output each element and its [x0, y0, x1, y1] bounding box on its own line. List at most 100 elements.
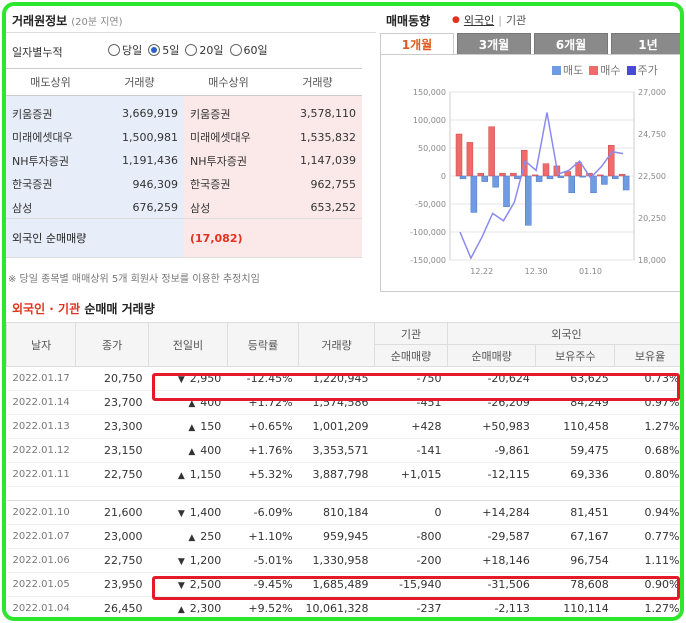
x-tick-label: 12.22 [470, 267, 493, 276]
buy-bar [618, 174, 626, 177]
col-foreign-group: 외국인 [446, 322, 680, 345]
broker-volume: 962,755 [310, 177, 357, 191]
up-triangle-icon: ▲ [177, 471, 185, 481]
cell-date: 2022.01.07 [6, 524, 76, 549]
cell-ratio: 1.27% [614, 596, 680, 617]
period-radio-1[interactable]: 5일 [148, 42, 179, 58]
cell-hold: 110,458 [535, 414, 615, 439]
broker-name: 키움증권 [12, 107, 53, 121]
buy-bar [499, 172, 506, 177]
cell-inst-net: -200 [374, 548, 448, 573]
foreign-net-value: (17,082) [184, 219, 362, 257]
col-rate: 등락률 [226, 322, 300, 367]
down-triangle-icon: ▼ [177, 581, 185, 591]
header-buy-volume: 거래량 [302, 76, 333, 89]
radio-icon[interactable] [108, 44, 120, 56]
cell-ratio: 0.80% [614, 462, 680, 487]
sell-bar [568, 175, 575, 194]
y2-tick-label: 18,000 [638, 256, 666, 265]
y-tick-label: 150,000 [413, 88, 446, 97]
cell-hold: 67,167 [535, 524, 615, 549]
broker-name: NH투자증권 [190, 154, 247, 168]
buy-bar [510, 172, 517, 177]
tab-period-0[interactable]: 1개월 [380, 33, 454, 55]
cell-volume: 10,061,328 [298, 596, 375, 617]
buy-top-list: 키움증권 3,578,110 미래에셋대우 1,535,832 NH투자증권 1,147,… [184, 96, 362, 218]
buy-bar [608, 144, 615, 177]
sell-bar [459, 175, 467, 180]
institution-link[interactable]: 기관 [505, 14, 527, 27]
cell-change: ▼ 1,200 [148, 548, 228, 573]
buy-broker-row: 삼성 653,252 [184, 196, 362, 220]
table-row: 2022.01.14 23,700 ▲ 400 +1.72% 1,574,586 -451-… [6, 390, 680, 415]
radio-icon[interactable] [148, 44, 161, 56]
cell-close: 23,000 [75, 524, 149, 549]
cell-rate: +0.65% [227, 414, 299, 439]
cell-change: ▲ 400 [148, 438, 228, 463]
broker-name: 삼성 [190, 201, 211, 215]
broker-volume: 676,259 [132, 201, 179, 215]
period-radio-0[interactable]: 당일 [108, 42, 142, 58]
estimate-note: ※ 당일 종목별 매매상위 5개 회원사 정보를 이용한 추정치임 [8, 274, 260, 285]
cell-change: ▲ 250 [148, 524, 228, 549]
down-triangle-icon: ▼ [177, 509, 185, 519]
tab-period-2[interactable]: 6개월 [534, 33, 608, 55]
period-radio-2[interactable]: 20일 [185, 42, 224, 58]
cell-close: 20,750 [75, 366, 149, 391]
cell-foreign-net: +14,284 [447, 500, 536, 525]
period-radio-3[interactable]: 60일 [229, 42, 268, 58]
cell-foreign-net: -29,587 [447, 524, 536, 549]
chart-container [380, 54, 680, 292]
radio-icon[interactable] [185, 44, 198, 56]
cell-close: 23,700 [75, 390, 149, 415]
table-row: 2022.01.07 23,000 ▲ 250 +1.10% 959,945 -800 -29… [6, 524, 680, 549]
cell-date: 2022.01.17 [6, 366, 76, 391]
period-radio-group: 당일 5일 20일 60일 [108, 42, 268, 58]
cell-ratio: 1.11% [614, 548, 680, 573]
col-close: 종가 [75, 322, 150, 367]
highlight-box-top [152, 373, 680, 401]
table-row: 2022.01.17 20,750 ▼ 2,950 -12.45% 1,220,945 -7… [6, 366, 680, 391]
radio-icon[interactable] [229, 44, 242, 56]
col-ratio: 보유율 [614, 344, 680, 367]
buy-bar [455, 133, 463, 177]
cell-date: 2022.01.06 [6, 548, 76, 573]
header-buy-top: 매수상위 [208, 76, 249, 89]
tab-period-3[interactable]: 1년 [611, 33, 680, 55]
up-triangle-icon: ▲ [177, 605, 185, 615]
y-tick-label: 0 [441, 172, 446, 181]
sell-bar [622, 175, 630, 191]
cell-ratio: 0.68% [614, 438, 680, 463]
col-change: 전일비 [148, 322, 228, 367]
cell-close: 26,450 [75, 596, 149, 617]
sell-bar [481, 175, 488, 182]
cell-inst-net: +1,015 [374, 462, 448, 487]
y2-tick-label: 20,250 [638, 214, 666, 223]
sell-bar [514, 175, 521, 180]
cell-hold: 81,451 [535, 500, 615, 525]
sell-bar [590, 175, 597, 194]
table-row: 2022.01.10 21,600 ▼ 1,400 -6.09% 810,184 0 +14,… [6, 500, 680, 525]
cell-foreign-net: -2,113 [447, 596, 536, 617]
col-hold: 보유주수 [535, 344, 616, 367]
y2-tick-label: 27,000 [638, 88, 666, 97]
sell-broker-row: 한국증권 946,309 [6, 173, 184, 197]
x-tick-label: 12.30 [525, 267, 548, 276]
sell-bar [525, 175, 532, 226]
up-triangle-icon: ▲ [188, 447, 196, 457]
y2-tick-label: 24,750 [638, 130, 666, 139]
netflow-table: 날자 종가 전일비 등락률 거래량 기관 외국인 순매매량 순매매량 보유주수 … [6, 322, 680, 617]
title-divider [6, 32, 376, 33]
foreign-link[interactable]: 외국인 [463, 14, 495, 27]
tab-period-1[interactable]: 3개월 [457, 33, 531, 55]
broker-volume: 946,309 [132, 177, 179, 191]
trend-title: 매매동향 [386, 14, 431, 28]
sell-bar [612, 175, 619, 180]
broker-name: 삼성 [12, 201, 33, 215]
buy-broker-row: NH투자증권 1,147,039 [184, 149, 362, 173]
cell-inst-net: 0 [374, 500, 448, 525]
cell-inst-net: -750 [374, 366, 448, 391]
cell-close: 23,150 [75, 438, 149, 463]
period-radio-label: 20일 [199, 44, 224, 57]
